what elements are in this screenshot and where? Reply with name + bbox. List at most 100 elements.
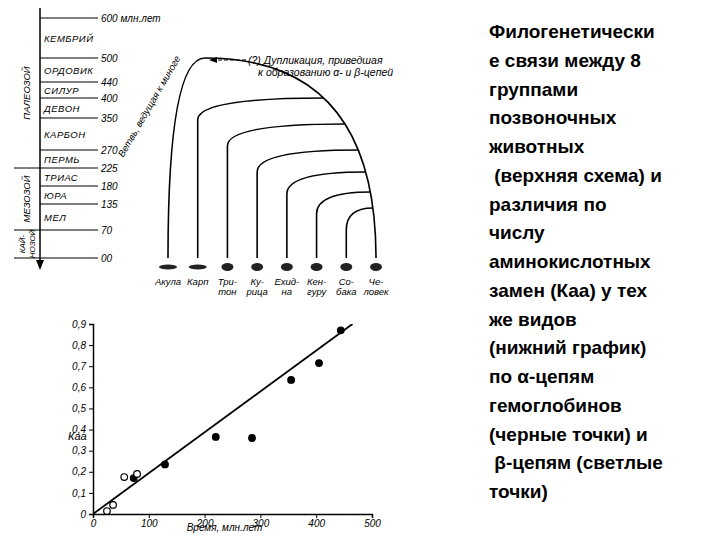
species-icon bbox=[159, 265, 177, 270]
caption-line: аминокислотных bbox=[489, 251, 651, 272]
time-tick bbox=[40, 204, 98, 205]
tick-mark bbox=[89, 472, 93, 473]
caption-line: β-цепям (светлые bbox=[489, 452, 663, 473]
trend-line bbox=[93, 324, 352, 514]
tick: 0,1 bbox=[72, 488, 93, 499]
tick-mark bbox=[89, 430, 93, 431]
tick-label: 0,8 bbox=[72, 340, 86, 351]
time-tick bbox=[40, 258, 98, 259]
caption-line: группами bbox=[489, 79, 578, 100]
species-icon bbox=[189, 265, 207, 270]
time-tick bbox=[40, 230, 98, 231]
tree bbox=[159, 58, 382, 271]
phylogeny-diagram: 600 млн.лет5004404003502702251801357000К… bbox=[14, 8, 393, 297]
era-label: НОЗОЙ bbox=[28, 229, 37, 258]
tick: 0 bbox=[80, 509, 93, 520]
time-tick-label: 70 bbox=[101, 225, 113, 236]
tick-label: 100 bbox=[141, 518, 158, 529]
time-tick-label: 00 bbox=[101, 253, 113, 264]
scatter-chart: 010020030040050000,10,20,30,40,50,60,70,… bbox=[68, 319, 381, 533]
tick-label: 0,7 bbox=[72, 361, 86, 372]
caption-line: по α-цепям bbox=[489, 366, 594, 387]
period-label: КЕМБРИЙ bbox=[44, 33, 93, 44]
axis-line bbox=[94, 515, 373, 519]
time-tick-label: 500 bbox=[101, 53, 118, 64]
time-tick-label: 440 bbox=[101, 77, 118, 88]
branch bbox=[346, 208, 373, 258]
plot-area bbox=[93, 324, 352, 514]
time-tick bbox=[40, 168, 98, 169]
species-label: бака bbox=[336, 286, 356, 297]
tick-mark bbox=[89, 493, 93, 494]
caption-line: е связи между 8 bbox=[489, 50, 641, 71]
tick: 0 bbox=[91, 514, 97, 529]
branch bbox=[257, 150, 358, 258]
caption-line: точки) bbox=[489, 481, 548, 502]
time-tick-label: 135 bbox=[101, 199, 118, 210]
caption-line: же видов bbox=[488, 309, 577, 330]
tick-label: 0 bbox=[91, 518, 97, 529]
tick: 0,5 bbox=[72, 403, 93, 414]
time-tick bbox=[40, 82, 98, 83]
caption-line: гемоглобинов bbox=[489, 395, 622, 416]
caption-line: животных bbox=[488, 136, 585, 157]
branch-label: Ветвь, ведущая к миноге bbox=[115, 54, 182, 159]
species-label: Акула bbox=[154, 276, 181, 287]
tick: 400 bbox=[308, 514, 325, 529]
filled-point bbox=[212, 434, 219, 441]
species-icon bbox=[221, 263, 233, 271]
species-icon bbox=[311, 263, 323, 271]
tick-mark bbox=[89, 387, 93, 388]
species-label: гуру bbox=[307, 286, 327, 297]
species-icon bbox=[281, 263, 293, 271]
root-pointer bbox=[213, 60, 246, 61]
tick-label: 0,2 bbox=[72, 466, 86, 477]
species-label: Карп bbox=[187, 276, 209, 287]
filled-point bbox=[316, 360, 323, 367]
period-label: ОРДОВИК bbox=[44, 65, 94, 76]
tick-label: 0,5 bbox=[72, 403, 86, 414]
tick-label: 500 bbox=[364, 518, 381, 529]
tick-mark bbox=[89, 408, 93, 409]
axis-line bbox=[89, 325, 94, 515]
era-label: КАЙ- bbox=[18, 234, 27, 253]
species-label: ловек bbox=[362, 286, 389, 297]
time-arrow-head bbox=[36, 260, 44, 270]
time-tick-label: 350 bbox=[101, 113, 118, 124]
x-axis-title: Время, млн.лет bbox=[187, 522, 263, 533]
tick: 0,2 bbox=[72, 466, 93, 477]
open-point bbox=[134, 471, 141, 478]
branch bbox=[205, 58, 376, 258]
time-arrow bbox=[39, 8, 41, 264]
species-label: тон bbox=[218, 286, 237, 297]
species-icon bbox=[251, 263, 263, 271]
root-pointer-head bbox=[209, 57, 217, 63]
time-tick-label: 600 млн.лет bbox=[101, 13, 161, 24]
root-note: к образованию α- и β-цепей bbox=[258, 66, 393, 78]
tick-label: 0 bbox=[80, 509, 86, 520]
branch bbox=[168, 58, 205, 258]
time-tick bbox=[40, 150, 98, 151]
open-point bbox=[121, 474, 128, 481]
open-point bbox=[110, 502, 117, 509]
caption-line: Филогенетически bbox=[489, 21, 655, 42]
era-boundary bbox=[14, 168, 40, 169]
tick: 0,3 bbox=[72, 445, 93, 456]
open-point bbox=[104, 508, 111, 514]
time-tick-label: 225 bbox=[100, 163, 118, 174]
caption-line: (верхняя схема) и bbox=[489, 165, 662, 186]
period-label: СИЛУР bbox=[44, 85, 79, 96]
caption-line: замен (Каа) у тех bbox=[489, 280, 648, 301]
caption: Филогенетически е связи между 8 группами по… bbox=[488, 21, 663, 502]
time-tick bbox=[40, 58, 98, 59]
time-tick-label: 180 bbox=[101, 181, 118, 192]
species-icon bbox=[340, 263, 352, 271]
caption-line: (черные точки) и bbox=[489, 424, 648, 445]
caption-line: (нижний график) bbox=[489, 337, 646, 358]
tick: 0,7 bbox=[72, 361, 93, 372]
root-note: (?) Дупликация, приведшая bbox=[248, 54, 383, 66]
period-label: КАРБОН bbox=[44, 129, 86, 140]
tick-label: 400 bbox=[308, 518, 325, 529]
y-axis: 00,10,20,30,40,50,60,70,80,9 bbox=[72, 319, 93, 520]
period-label: ТРИАС bbox=[44, 172, 78, 183]
